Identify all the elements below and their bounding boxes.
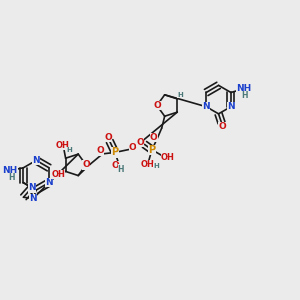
Text: OH: OH: [140, 160, 154, 169]
Text: O: O: [112, 161, 119, 170]
Text: H: H: [118, 164, 124, 173]
Text: O: O: [129, 143, 137, 152]
Text: OH: OH: [161, 153, 175, 162]
Text: H: H: [177, 92, 183, 98]
Text: O: O: [82, 160, 90, 169]
Text: O: O: [104, 133, 112, 142]
Text: O: O: [150, 133, 158, 142]
Text: H: H: [154, 163, 159, 169]
Text: H: H: [8, 173, 14, 182]
Text: N: N: [202, 102, 210, 111]
Text: N: N: [29, 194, 37, 203]
Text: NH: NH: [2, 166, 18, 175]
Text: N: N: [28, 184, 35, 193]
Text: O: O: [218, 122, 226, 131]
Text: N: N: [45, 178, 53, 187]
Text: P: P: [111, 147, 118, 158]
Text: H: H: [67, 147, 72, 153]
Text: N: N: [32, 156, 40, 165]
Text: OH: OH: [51, 170, 65, 179]
Text: O: O: [136, 137, 144, 146]
Text: OH: OH: [56, 141, 70, 150]
Text: P: P: [148, 145, 155, 155]
Text: N: N: [227, 102, 235, 111]
Text: O: O: [153, 101, 161, 110]
Text: NH: NH: [236, 84, 251, 93]
Text: H: H: [241, 91, 247, 100]
Text: O: O: [96, 146, 104, 155]
